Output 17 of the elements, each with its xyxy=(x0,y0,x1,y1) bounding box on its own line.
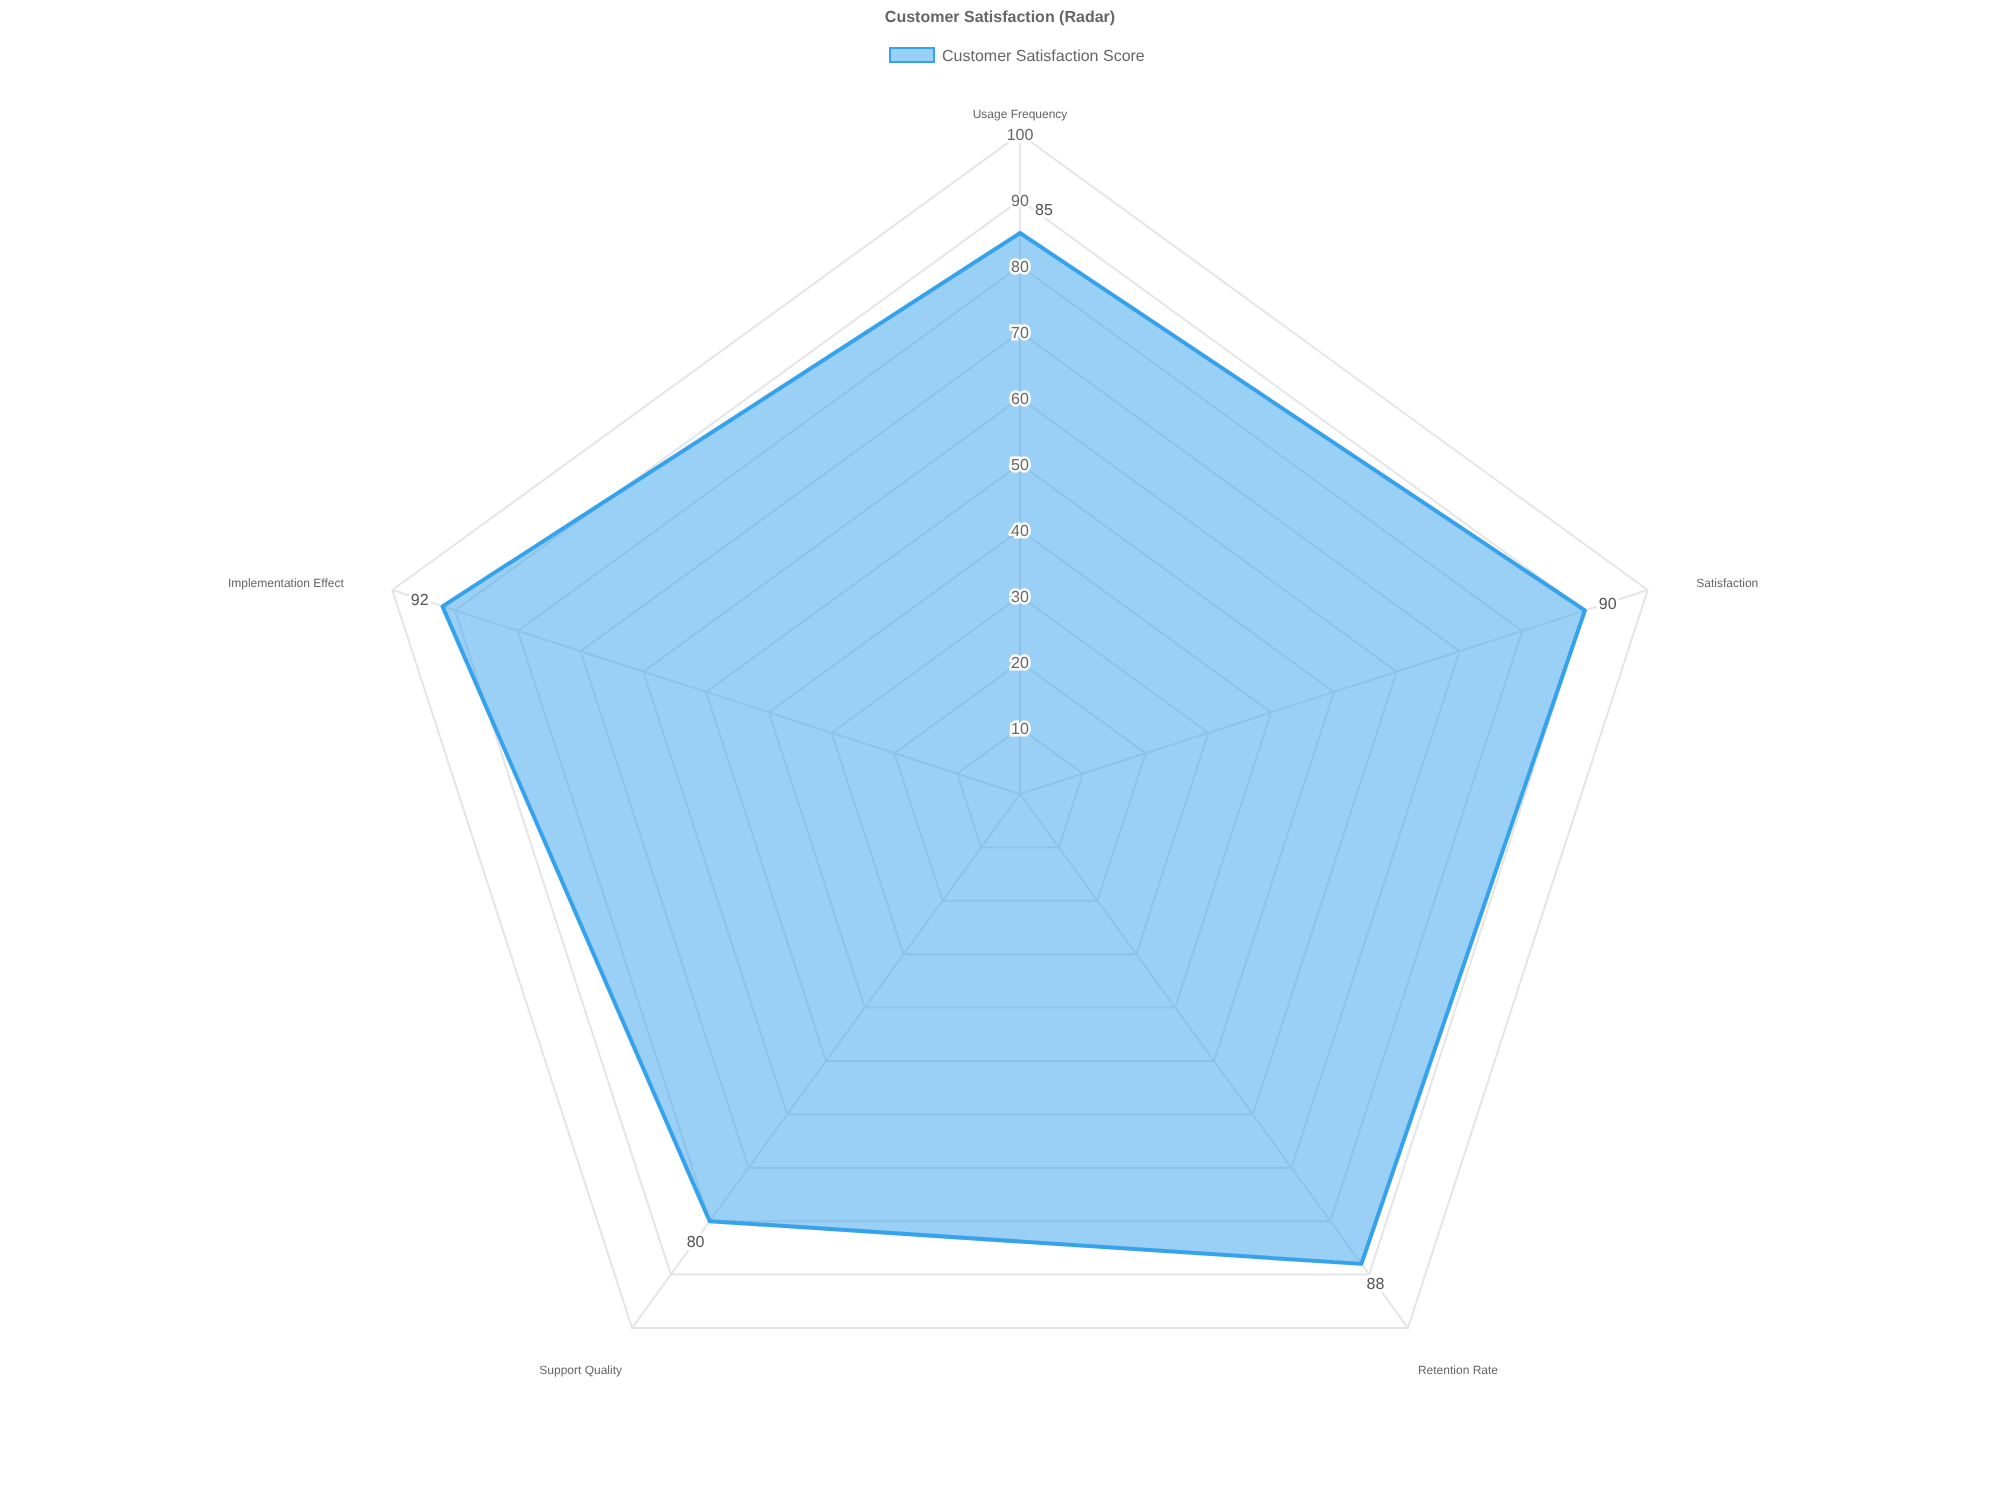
legend-label: Customer Satisfaction Score xyxy=(942,47,1146,65)
y-tick-label: 70 xyxy=(1011,324,1030,342)
data-label: 92 xyxy=(410,590,430,609)
y-tick-label: 90 xyxy=(1011,192,1030,210)
data-label: 80 xyxy=(686,1232,706,1251)
y-tick-label: 20 xyxy=(1011,654,1030,672)
y-tick-label: 60 xyxy=(1011,390,1030,408)
y-tick-label: 80 xyxy=(1011,258,1030,276)
y-tick-label: 100 xyxy=(1006,126,1035,144)
y-tick-label: 10 xyxy=(1011,720,1030,738)
data-label: 88 xyxy=(1366,1275,1386,1294)
data-label: 90 xyxy=(1598,595,1618,614)
data-label: 85 xyxy=(1035,201,1054,219)
y-tick-label: 50 xyxy=(1011,456,1030,474)
y-tick-label: 30 xyxy=(1011,588,1030,606)
chart-title: Customer Satisfaction (Radar) xyxy=(884,8,1116,26)
y-tick-label: 40 xyxy=(1011,522,1030,540)
